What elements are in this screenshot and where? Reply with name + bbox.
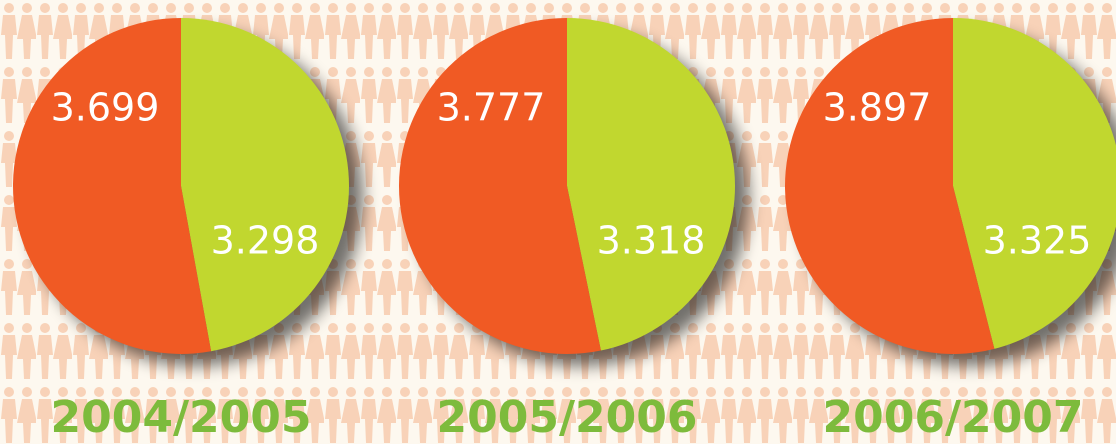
slice-value-label: 3.325 <box>983 219 1092 263</box>
slice-value-label: 3.699 <box>51 86 160 130</box>
pie-title: 2004/2005 <box>51 392 312 443</box>
slice-value-label: 3.318 <box>597 219 706 263</box>
pie-title: 2005/2006 <box>437 392 698 443</box>
slice-value-label: 3.777 <box>437 86 546 130</box>
slice-value-label: 3.298 <box>211 219 320 263</box>
chart: 3.298 3.699 2004/2005 3.318 3.777 2005/2006 3.… <box>0 0 1116 444</box>
pie-title: 2006/2007 <box>823 392 1084 443</box>
slice-value-label: 3.897 <box>823 86 932 130</box>
